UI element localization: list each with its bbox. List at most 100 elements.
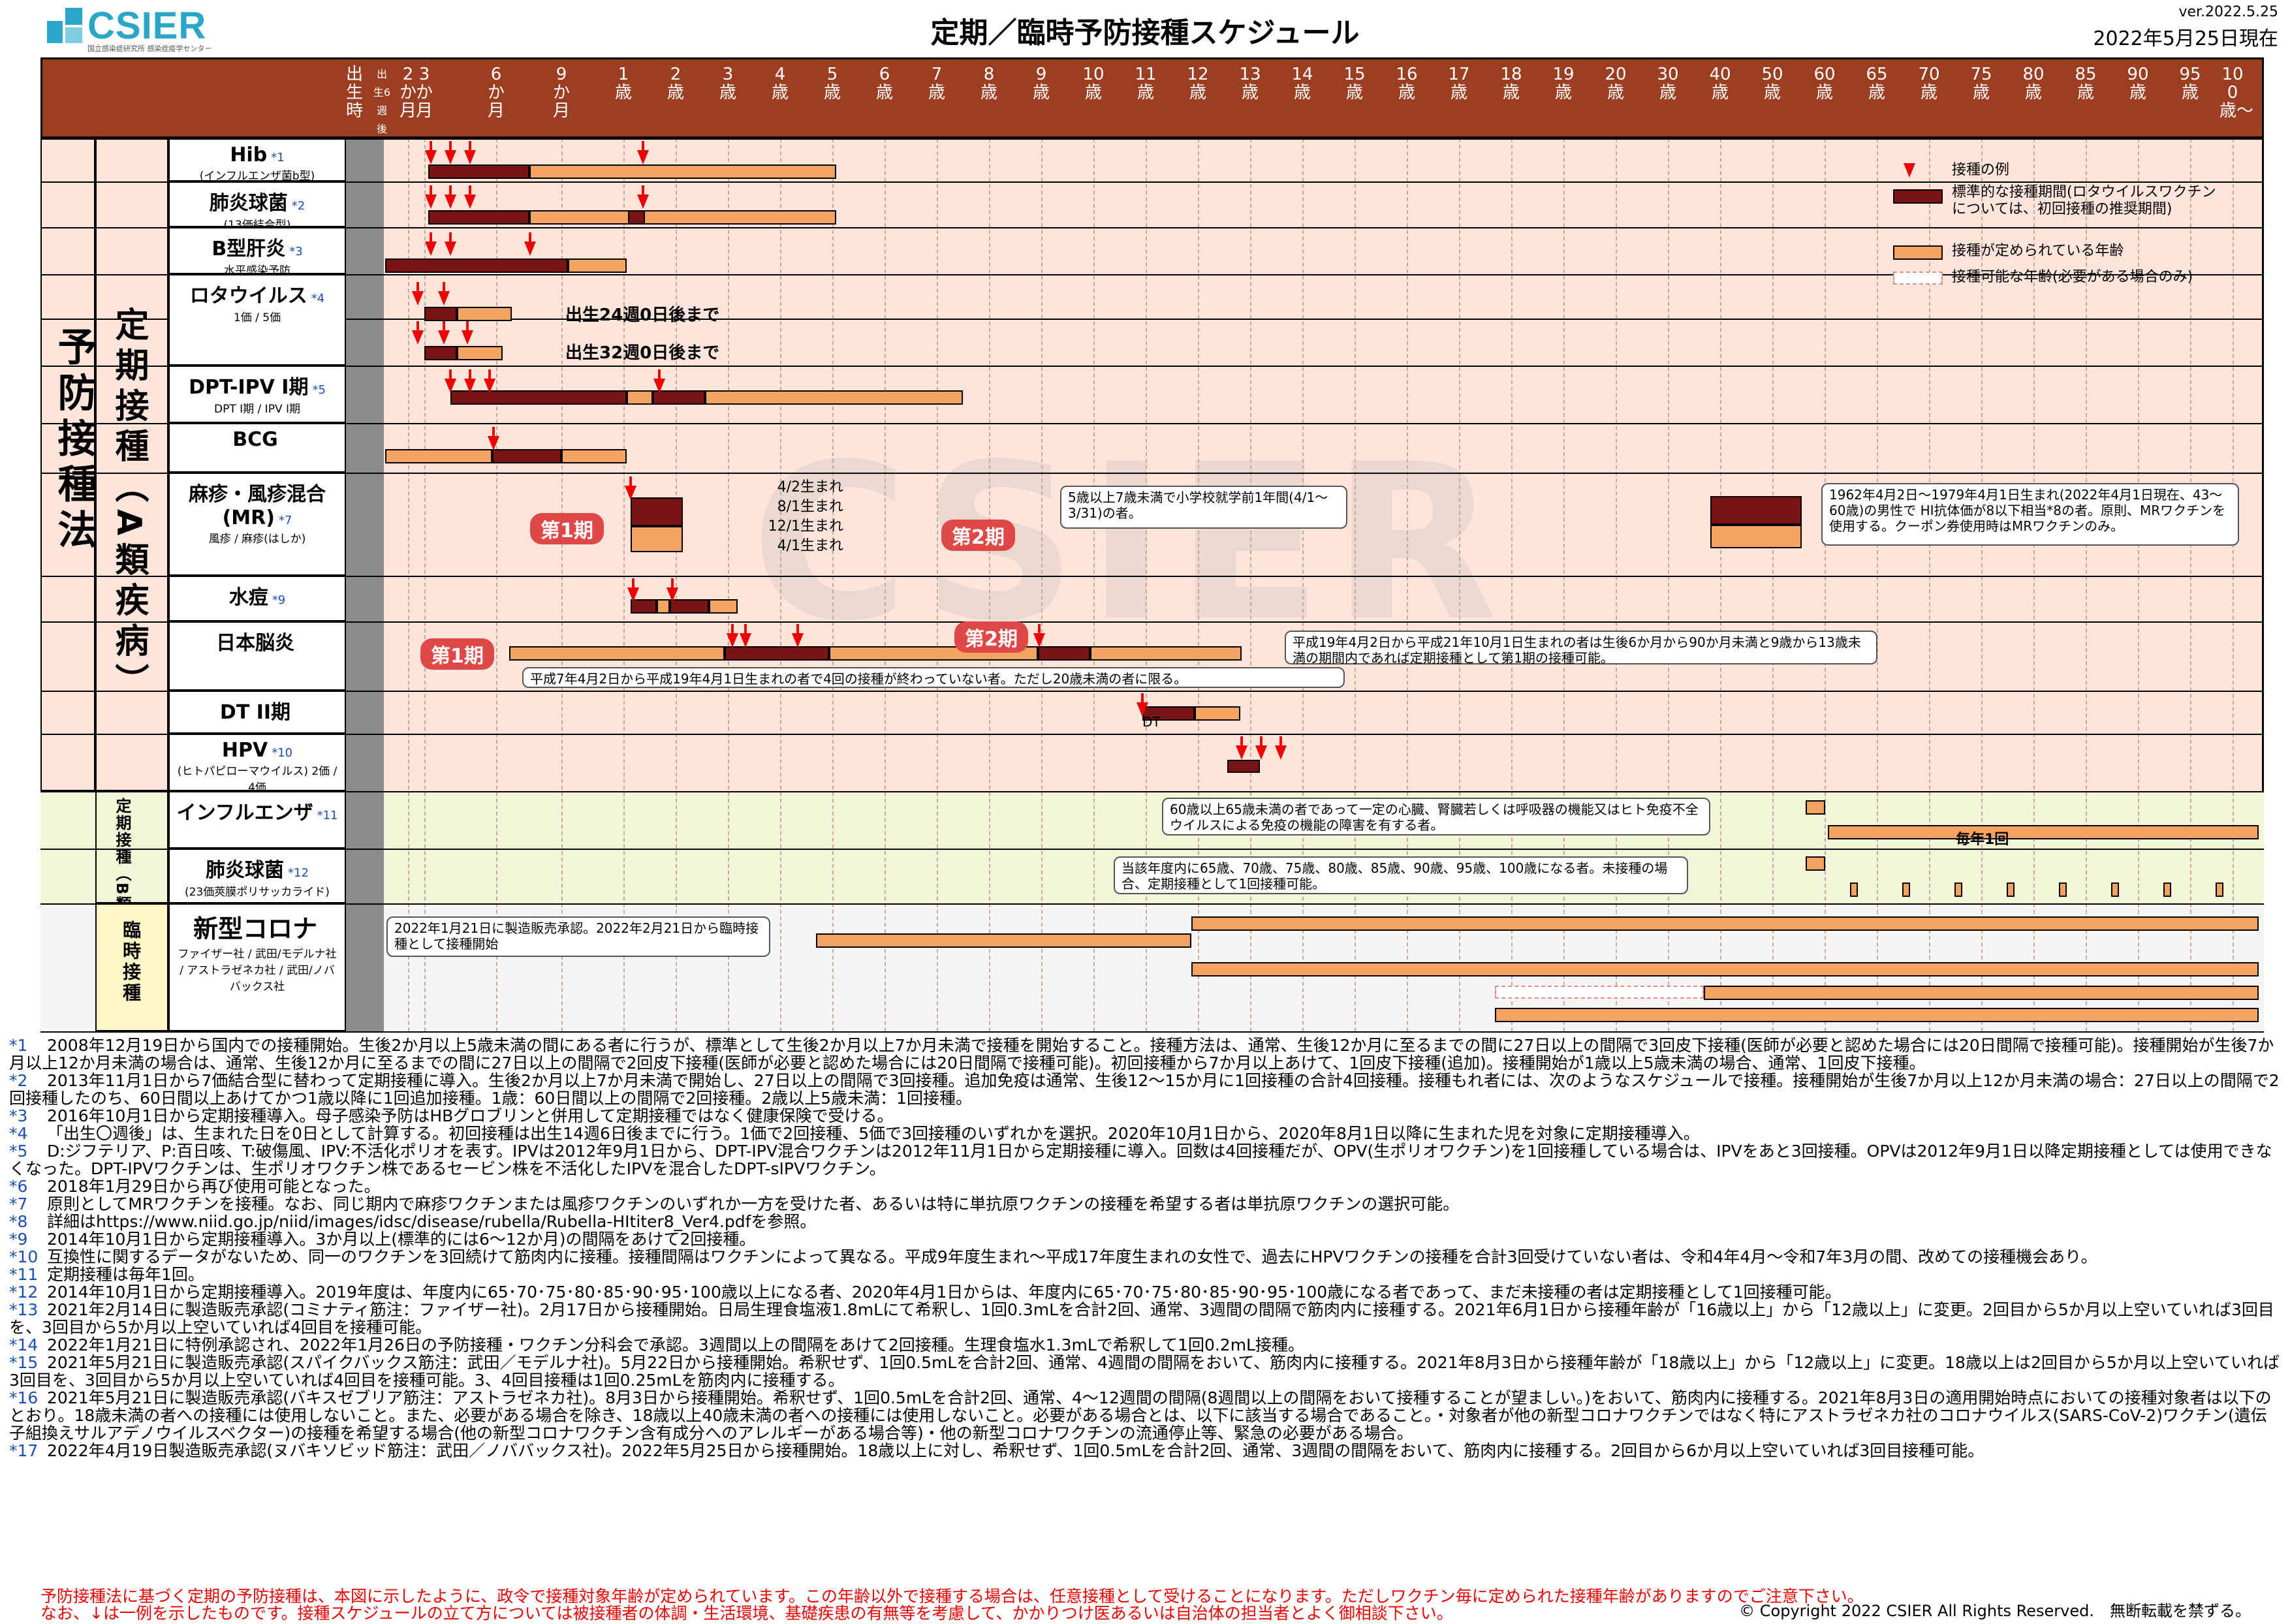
note-covid: 2022年1月21日に製造販売承認。2022年2月21日から臨時接種として接種開… (386, 916, 770, 957)
footnote-text: 「出生〇週後」は、生まれた日を0日として計算する。初回接種は出生14週6日後まで… (47, 1124, 1700, 1143)
vaccine-label-11: インフルエンザ *11 (168, 791, 346, 849)
vaccine-sub: (ヒトパピローマウイルス) 2価 / 4価 (177, 765, 337, 794)
footnote-number: *11 (9, 1265, 39, 1284)
arrow-icon (740, 633, 751, 648)
footnote-number: *5 (9, 1142, 28, 1161)
row-divider (40, 138, 2264, 140)
arrow-icon (524, 242, 536, 256)
footnote: *16 2021年5月21日に製造販売承認(バキスゼブリア筋注：アストラゼネカ社)… (9, 1389, 2281, 1442)
standard-period-swatch (1893, 189, 1943, 204)
footnote-ref: *12 (288, 866, 309, 880)
age-tick: 3か月 (415, 65, 433, 121)
footnote-text: 2016年10月1日から定期接種導入。母子感染予防はHBグロブリンと併用して定期… (47, 1106, 894, 1125)
dpt-gap (627, 390, 653, 405)
vaccine-name: インフルエンザ *11 (176, 802, 338, 824)
footnote-text: 定期接種は毎年1回。 (47, 1265, 204, 1284)
grid-line (1825, 138, 1827, 1031)
rota1-age (457, 307, 512, 321)
grid-line (1668, 138, 1670, 1031)
footnote: *5 D:ジフテリア、P:百日咳、T:破傷風、IPV:不活化ポリオを表す。IPVは… (9, 1142, 2281, 1178)
age-tick: 2歳 (667, 65, 684, 102)
vaccine-name: 麻疹・風疹混合(MR) *7 (189, 483, 326, 529)
footnote-number: *3 (9, 1106, 28, 1125)
arrow-icon (416, 321, 419, 332)
grid-line (1146, 138, 1148, 1031)
footnote-number: *8 (9, 1212, 28, 1231)
arrow-icon (488, 369, 491, 380)
grid-line (623, 138, 625, 1031)
arrow-icon (642, 141, 644, 151)
note-mr-phase2: 5歳以上7歳未満で小学校就学前1年間(4/1〜3/31)の者。 (1060, 486, 1347, 529)
arrow-icon (445, 195, 456, 209)
arrow-icon (469, 369, 471, 380)
arrow-icon (449, 369, 452, 380)
age-tick: 7歳 (928, 65, 945, 102)
mr-phase1-badge: 第1期 (530, 513, 604, 544)
arrow-icon (464, 150, 476, 164)
grid-line (1250, 138, 1252, 1031)
age-ruler (40, 57, 2264, 138)
grid-line (780, 138, 782, 1031)
mr1-standard (631, 497, 683, 526)
age-tick: 85歳 (2075, 65, 2097, 102)
age-tick: 3歳 (719, 65, 736, 102)
footnote-ref: *9 (272, 593, 286, 607)
ppsv-age-mark (1954, 882, 1962, 897)
bcg-age (561, 449, 627, 463)
arrow-icon (412, 330, 424, 345)
mr1-age (631, 526, 683, 552)
arrow-icon (492, 427, 495, 437)
je-phase2-badge: 第2期 (954, 621, 1028, 653)
footnote-number: *10 (9, 1247, 39, 1266)
footnote: *15 2021年5月21日に製造販売承認(スパイクバックス筋注：武田／モデルナ社… (9, 1354, 2281, 1389)
mr-phase2-badge: 第2期 (941, 520, 1015, 551)
age-tick: 18歳 (1500, 65, 1522, 102)
age-tick: 8歳 (980, 65, 997, 102)
bottom-note-1: 予防接種法に基づく定期の予防接種は、本図に示したように、政令で接種対象年齢が定め… (40, 1587, 1864, 1606)
birth-column (346, 138, 384, 1031)
arrow-icon (430, 141, 432, 151)
rota5-standard (424, 346, 457, 360)
footnote-number: *13 (9, 1300, 39, 1319)
vaccine-label-6: 麻疹・風疹混合(MR) *7 風疹 / 麻疹(はしか) (168, 473, 346, 576)
vaccine-label-13: 新型コロナ ファイザー社 / 武田/モデルナ社 / アストラゼネカ社 / 武田/ノ… (168, 903, 346, 1031)
vaccine-sub: 風疹 / 麻疹(はしか) (208, 533, 306, 546)
footnote-text: 2021年5月21日に製造販売承認(スパイクバックス筋注：武田／モデルナ社)。5… (9, 1353, 2280, 1390)
grid-line (408, 138, 410, 1031)
grid-line (2086, 138, 2088, 1031)
arrow-icon (642, 185, 644, 196)
footnote-number: *12 (9, 1283, 39, 1302)
row-divider (40, 791, 2264, 792)
teiki-b-box (95, 791, 168, 903)
grid-line (1511, 138, 1513, 1031)
age-tick: 11歳 (1135, 65, 1157, 102)
vaccine-name: 日本脳炎 (216, 632, 294, 655)
footnote-text: D:ジフテリア、P:百日咳、T:破傷風、IPV:不活化ポリオを表す。IPVは20… (9, 1142, 2272, 1178)
pcv-age (529, 210, 836, 225)
defined-age-swatch (1893, 245, 1943, 260)
ppsv-age-mark (1850, 882, 1858, 897)
footnote-number: *7 (9, 1195, 28, 1213)
teiki-a-box (95, 138, 168, 791)
footnote-ref: *5 (312, 383, 326, 397)
grid-line (1302, 138, 1304, 1031)
arrow-icon (625, 486, 636, 500)
grid-line (1407, 138, 1409, 1031)
note-influenza: 60歳以上65歳未満の者であって一定の心臓、腎臓若しくは呼吸器の機能又はヒト免疫… (1162, 798, 1710, 835)
footnote: *4 「出生〇週後」は、生まれた日を0日として計算する。初回接種は出生14週6日後… (9, 1125, 2281, 1142)
note-je-phase1: 平成19年4月2日から平成21年10月1日生まれの者は生後6か月から90か月未満… (1285, 631, 1877, 666)
arrow-icon (416, 282, 419, 292)
arrow-icon (464, 379, 476, 393)
vaccine-label-2: B型肝炎 *3 水平感染予防 (168, 227, 346, 277)
vaccine-name: HPV *10 (221, 739, 293, 762)
je-age3 (1090, 646, 1242, 661)
arrow-icon (1260, 736, 1263, 747)
ppsv-age-mark (2216, 882, 2223, 897)
grid-line (1720, 138, 1722, 1031)
arrow-icon (629, 476, 632, 487)
hib-standard (428, 164, 529, 179)
age-tick: 4歳 (771, 65, 789, 102)
note-mr-adult: 1962年4月2日〜1979年4月1日生まれ(2022年4月1日現在、43〜60… (1821, 483, 2239, 546)
vaccine-label-0: Hib *1 (インフルエンザ菌b型) (168, 138, 346, 183)
var-age (709, 599, 738, 614)
